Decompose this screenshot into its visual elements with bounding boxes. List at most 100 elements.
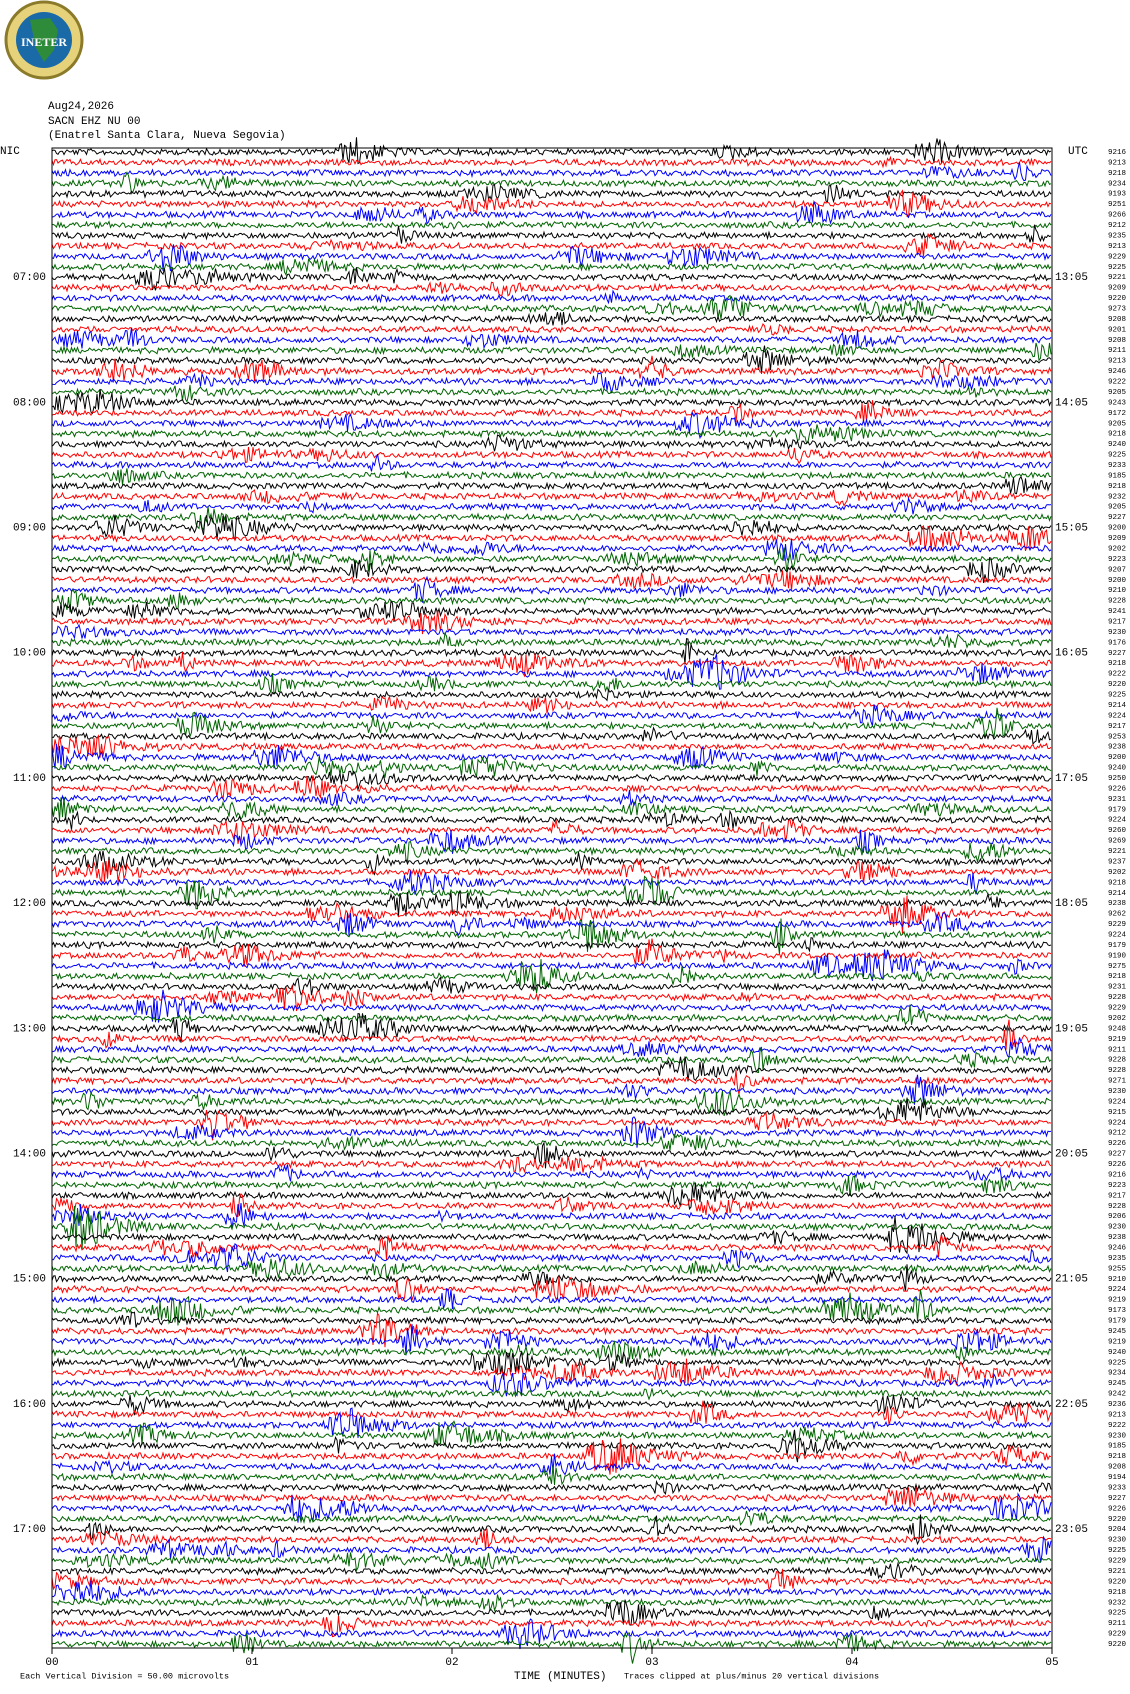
trace — [51, 1192, 1052, 1218]
trace-id: 9218 — [1108, 483, 1126, 491]
trace — [51, 796, 1052, 821]
left-time-label: 09:00 — [13, 523, 46, 535]
trace — [51, 233, 1052, 257]
trace-id: 9221 — [1108, 274, 1127, 282]
trace-id: 9269 — [1108, 838, 1126, 846]
trace — [51, 1037, 1052, 1059]
right-time-label: 19:05 — [1055, 1023, 1088, 1035]
trace — [51, 1453, 1052, 1476]
trace — [51, 489, 1052, 507]
trace — [51, 1182, 1052, 1211]
trace-id: 9210 — [1108, 1276, 1127, 1284]
trace — [51, 189, 1052, 219]
trace-id: 9248 — [1108, 1025, 1126, 1033]
trace — [51, 937, 1052, 953]
trace — [51, 468, 1052, 486]
trace-id: 9214 — [1108, 890, 1127, 898]
trace-id: 9220 — [1108, 1516, 1127, 1524]
trace-id: 9225 — [1108, 1547, 1127, 1555]
trace-id: 9208 — [1108, 1464, 1126, 1472]
trace — [51, 1019, 1052, 1050]
trace-id: 9200 — [1108, 754, 1127, 762]
trace — [51, 707, 1052, 739]
right-time-label: 14:05 — [1055, 397, 1088, 409]
trace-id: 9216 — [1108, 1171, 1127, 1179]
trace-id: 9222 — [1108, 1422, 1126, 1430]
right-time-label: 18:05 — [1055, 898, 1088, 910]
trace — [51, 267, 1052, 291]
trace — [51, 538, 1052, 563]
right-time-label: 21:05 — [1055, 1274, 1088, 1286]
trace-id: 9246 — [1108, 1245, 1127, 1253]
trace-id: 9219 — [1108, 1338, 1126, 1346]
trace — [51, 323, 1052, 336]
trace — [51, 1400, 1052, 1425]
trace — [51, 1561, 1052, 1580]
trace — [51, 1486, 1052, 1508]
trace-id: 9194 — [1108, 1474, 1127, 1482]
trace-id: 9208 — [1108, 337, 1126, 345]
trace-id: 9221 — [1108, 1568, 1127, 1576]
trace-id: 9230 — [1108, 1537, 1127, 1545]
trace-id: 9223 — [1108, 556, 1127, 564]
trace — [51, 756, 1052, 778]
trace-id: 9241 — [1108, 608, 1127, 616]
trace-id: 9205 — [1108, 420, 1127, 428]
trace — [51, 1133, 1052, 1151]
trace-id: 9224 — [1108, 1286, 1127, 1294]
trace-id: 9230 — [1108, 1224, 1127, 1232]
trace — [51, 570, 1052, 591]
trace-id: 9173 — [1108, 1307, 1127, 1315]
trace-id: 9225 — [1108, 264, 1127, 272]
trace — [51, 137, 1052, 165]
trace-id: 9225 — [1108, 1359, 1127, 1367]
trace — [51, 289, 1052, 305]
trace-id: 9236 — [1108, 1401, 1127, 1409]
trace — [51, 1324, 1052, 1356]
trace-id: 9225 — [1108, 1610, 1127, 1618]
trace-id: 9223 — [1108, 1182, 1127, 1190]
trace — [51, 1258, 1052, 1280]
trace-id: 9210 — [1108, 587, 1127, 595]
trace-id: 9220 — [1108, 295, 1127, 303]
trace — [51, 1535, 1052, 1563]
trace — [51, 1311, 1052, 1328]
trace — [51, 1056, 1052, 1082]
left-time-label: 11:00 — [13, 773, 46, 785]
left-time-label: 14:00 — [13, 1149, 46, 1161]
trace-id: 9179 — [1108, 806, 1126, 814]
trace-id: 9211 — [1108, 347, 1127, 355]
trace — [51, 506, 1052, 532]
trace-id: 9230 — [1108, 1432, 1127, 1440]
trace — [51, 514, 1052, 541]
trace-id: 9253 — [1108, 733, 1127, 741]
logo: INETER — [4, 0, 84, 80]
trace — [51, 447, 1052, 465]
left-time-label: 12:00 — [13, 898, 46, 910]
trace — [51, 244, 1052, 272]
trace — [51, 199, 1052, 225]
left-time-label: 15:00 — [13, 1274, 46, 1286]
trace — [51, 637, 1052, 665]
trace-id: 9213 — [1108, 159, 1127, 167]
trace — [51, 1289, 1052, 1326]
x-tick-label: 03 — [645, 1657, 658, 1669]
trace-id: 9232 — [1108, 493, 1126, 501]
trace-id: 9273 — [1108, 305, 1127, 313]
left-time-label: 08:00 — [13, 397, 46, 409]
trace — [51, 588, 1052, 613]
trace-id: 9202 — [1108, 869, 1126, 877]
trace-id: 9229 — [1108, 921, 1126, 929]
trace-id: 9205 — [1108, 504, 1127, 512]
trace — [51, 918, 1052, 955]
trace-id: 9212 — [1108, 1130, 1126, 1138]
trace — [51, 1528, 1052, 1550]
trace-id: 9233 — [1108, 462, 1127, 470]
trace — [51, 1276, 1052, 1301]
trace-id: 9233 — [1108, 1484, 1127, 1492]
trace-id: 9206 — [1108, 1213, 1127, 1221]
trace-id: 9213 — [1108, 358, 1127, 366]
right-time-label: 15:05 — [1055, 523, 1088, 535]
trace — [51, 411, 1052, 440]
trace — [51, 1311, 1052, 1348]
